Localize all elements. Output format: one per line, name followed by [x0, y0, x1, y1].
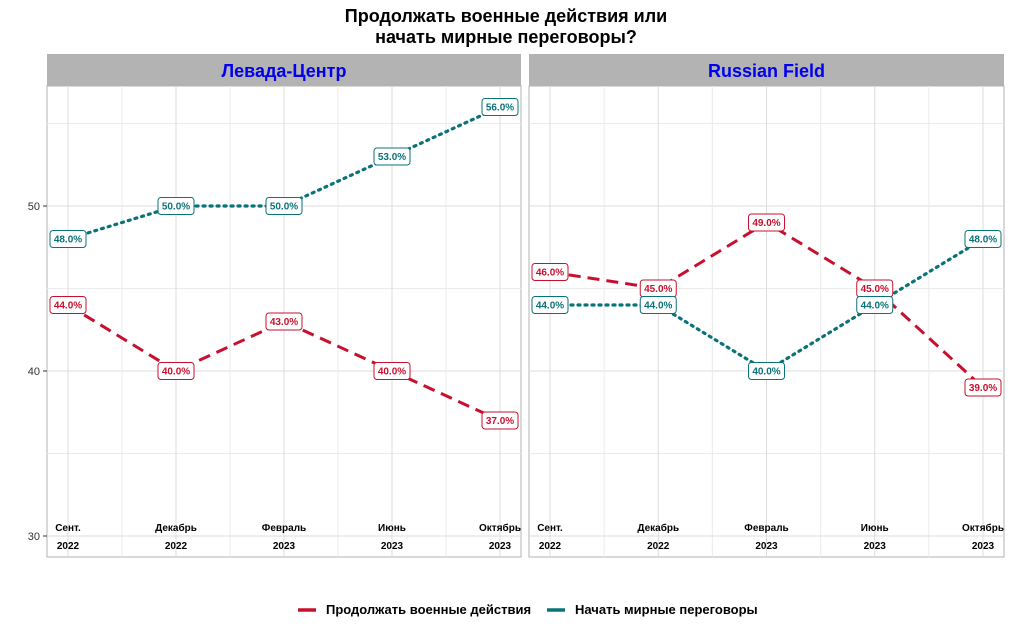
data-label-text: 48.0%	[969, 235, 997, 246]
x-tick-label-month: Сент.	[537, 523, 563, 534]
data-label: 37.0%	[481, 411, 519, 430]
x-tick-label-month: Октябрь	[479, 522, 521, 534]
data-label-text: 45.0%	[644, 284, 672, 295]
data-label: 46.0%	[531, 263, 569, 281]
data-label: 40.0%	[373, 362, 411, 380]
data-label-box	[157, 362, 195, 380]
data-label: 39.0%	[964, 378, 1002, 397]
data-label-text: 37.0%	[486, 416, 514, 427]
data-label: 53.0%	[373, 147, 411, 166]
data-label-text: 44.0%	[54, 301, 82, 312]
data-label-box	[856, 296, 894, 314]
x-tick-label-month: Июнь	[861, 523, 889, 534]
data-label-text: 49.0%	[752, 218, 780, 229]
data-label-text: 50.0%	[270, 202, 298, 213]
x-tick-label-year: 2023	[273, 541, 296, 552]
data-label-box	[748, 213, 785, 232]
facet-panel-2: Russian Field Сент. 2022 Декабрь 2022 Февраль…	[528, 54, 1005, 558]
x-tick-label-year: 2023	[489, 541, 512, 552]
chart-title-line1: Продолжать военные действия или	[345, 6, 667, 26]
data-label: 56.0%	[481, 98, 519, 116]
data-label-box	[481, 98, 519, 116]
data-label-box	[531, 263, 569, 281]
facet-strip-title: Russian Field	[708, 61, 825, 81]
data-label: 45.0%	[639, 279, 677, 298]
data-label-box	[964, 230, 1002, 248]
data-label: 44.0%	[639, 296, 677, 314]
data-label-box	[639, 296, 677, 314]
x-tick-label-year: 2022	[165, 541, 188, 552]
legend: Продолжать военные действия Начать мирные…	[298, 602, 758, 617]
y-tick-label: 40	[28, 366, 40, 378]
x-tick-label-month: Декабрь	[155, 522, 197, 534]
series-line-continue	[67, 303, 501, 422]
legend-label-negotiate: Начать мирные переговоры	[575, 602, 758, 617]
x-tick-label-year: 2022	[647, 541, 670, 552]
x-tick-label-month: Сент.	[55, 523, 81, 534]
y-tick-label: 30	[28, 531, 40, 543]
x-tick-label-month: Февраль	[744, 523, 788, 534]
data-label-text: 44.0%	[644, 301, 672, 312]
x-tick-label-year: 2022	[57, 541, 80, 552]
data-label-text: 39.0%	[969, 383, 997, 394]
data-label-text: 53.0%	[378, 152, 406, 163]
x-tick-label-year: 2022	[539, 541, 562, 552]
x-tick-label-year: 2023	[972, 541, 995, 552]
data-label-box	[531, 296, 569, 314]
data-label: 44.0%	[49, 296, 87, 314]
data-label: 43.0%	[265, 312, 303, 331]
data-label: 40.0%	[748, 362, 785, 380]
x-tick-label-month: Июнь	[378, 523, 406, 534]
data-label-box	[49, 230, 87, 248]
legend-label-continue: Продолжать военные действия	[326, 602, 531, 617]
chart-title-line2: начать мирные переговоры?	[375, 27, 637, 47]
data-label: 40.0%	[157, 362, 195, 380]
data-label-box	[265, 197, 303, 215]
data-label-text: 56.0%	[486, 103, 514, 114]
facet-panel-1: Левада-Центр Сент. 2022 Декабрь 2022 Февраль 2…	[46, 54, 522, 558]
series-line-negotiate	[548, 237, 985, 373]
data-label-box	[157, 197, 195, 215]
x-tick-label-month: Октябрь	[962, 522, 1004, 534]
data-label: 50.0%	[157, 197, 195, 215]
data-label: 44.0%	[856, 296, 894, 314]
data-label-text: 43.0%	[270, 317, 298, 328]
data-label-box	[964, 378, 1002, 397]
x-tick-label-year: 2023	[864, 541, 887, 552]
series-line-negotiate	[66, 105, 502, 241]
x-tick-label-month: Декабрь	[637, 522, 679, 534]
facet-panels: Левада-Центр Сент. 2022 Декабрь 2022 Февраль 2…	[46, 54, 1005, 558]
data-label: 50.0%	[265, 197, 303, 215]
y-tick-label: 50	[28, 201, 40, 213]
data-label-box	[481, 411, 519, 430]
data-label-box	[265, 312, 303, 331]
facet-strip-title: Левада-Центр	[222, 61, 347, 81]
data-label-box	[373, 362, 411, 380]
data-label: 48.0%	[964, 230, 1002, 248]
data-label-text: 40.0%	[162, 367, 190, 378]
data-label-text: 44.0%	[536, 301, 564, 312]
data-label-box	[49, 296, 87, 314]
data-label-text: 50.0%	[162, 202, 190, 213]
legend-item-negotiate: Начать мирные переговоры	[547, 602, 758, 617]
data-label-text: 40.0%	[378, 367, 406, 378]
legend-item-continue: Продолжать военные действия	[298, 602, 531, 617]
data-label: 49.0%	[748, 213, 785, 232]
data-label-text: 46.0%	[536, 268, 564, 279]
facet-strip	[47, 54, 521, 86]
data-label-box	[748, 362, 785, 380]
data-label: 45.0%	[856, 279, 894, 298]
data-label-text: 44.0%	[861, 301, 889, 312]
data-label: 48.0%	[49, 230, 87, 248]
data-label-text: 45.0%	[861, 284, 889, 295]
facet-strip	[529, 54, 1004, 86]
x-tick-label-year: 2023	[755, 541, 778, 552]
data-label: 44.0%	[531, 296, 569, 314]
data-label-text: 48.0%	[54, 235, 82, 246]
x-tick-label-month: Февраль	[262, 523, 306, 534]
data-label-text: 40.0%	[752, 367, 780, 378]
x-tick-label-year: 2023	[381, 541, 404, 552]
data-label-box	[373, 147, 411, 166]
